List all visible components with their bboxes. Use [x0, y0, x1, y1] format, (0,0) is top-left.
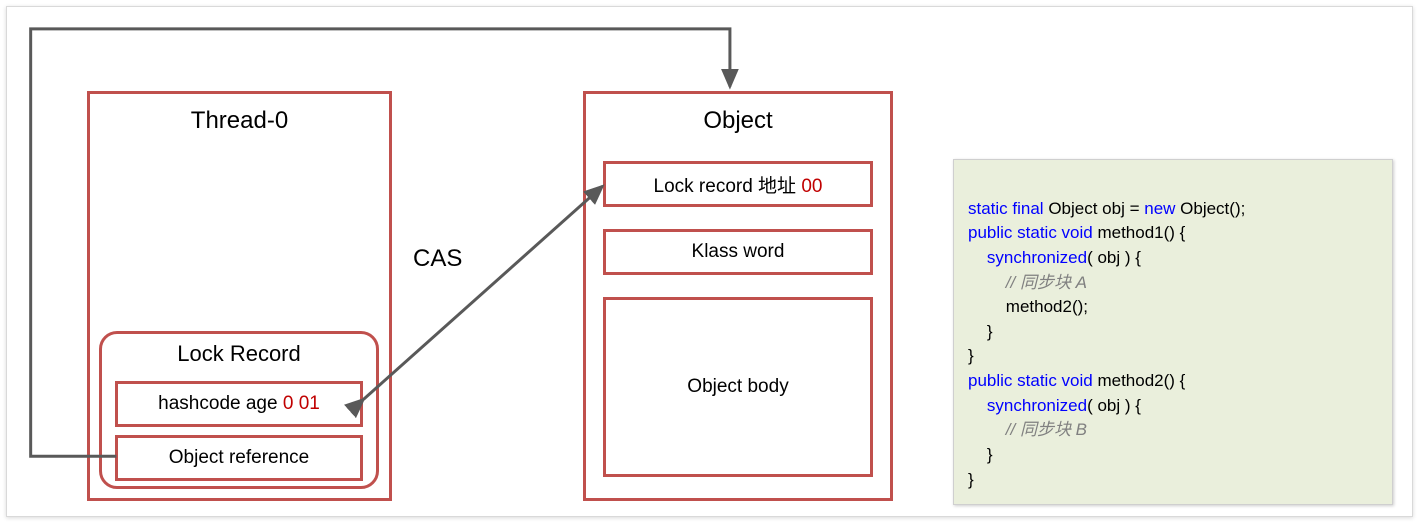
comment-b: // 同步块 B — [968, 420, 1087, 439]
lockrec-red: 00 — [801, 176, 822, 197]
code-panel: static final Object obj = new Object(); … — [953, 159, 1393, 505]
cas-label: CAS — [413, 245, 462, 273]
txt-obj-end: Object(); — [1175, 199, 1245, 218]
txt-obj-decl: Object obj = — [1044, 199, 1145, 218]
kw-static-final: static final — [968, 199, 1044, 218]
hashcode-cell: hashcode age 0 01 — [115, 381, 363, 427]
close2: } — [968, 346, 974, 365]
cas-arrow — [363, 186, 602, 399]
object-body-cell: Object body — [603, 297, 873, 477]
txt-method1: method1() { — [1093, 223, 1186, 242]
kw-sync2: synchronized — [987, 396, 1087, 415]
lock-record-title: Lock Record — [99, 341, 379, 367]
txt-method2-call: method2(); — [968, 297, 1088, 316]
indent1 — [968, 248, 987, 267]
close4: } — [968, 470, 974, 489]
lock-record-addr-cell: Lock record 地址 00 — [603, 161, 873, 207]
txt-sync2: ( obj ) { — [1087, 396, 1141, 415]
object-title: Object — [583, 107, 893, 135]
kw-psv1: public static void — [968, 223, 1093, 242]
indent2 — [968, 396, 987, 415]
kw-new: new — [1144, 199, 1175, 218]
comment-a: // 同步块 A — [968, 273, 1087, 292]
diagram-canvas: Thread-0 Lock Record hashcode age 0 01 O… — [6, 6, 1413, 517]
object-reference-cell: Object reference — [115, 435, 363, 481]
lockrec-prefix: Lock record 地址 — [654, 176, 802, 197]
hashcode-red: 0 01 — [283, 393, 320, 414]
kw-sync1: synchronized — [987, 248, 1087, 267]
hashcode-prefix: hashcode age — [158, 393, 283, 414]
kw-psv2: public static void — [968, 371, 1093, 390]
hashcode-text: hashcode age 0 01 — [158, 393, 320, 415]
txt-sync1: ( obj ) { — [1087, 248, 1141, 267]
lock-record-addr-text: Lock record 地址 00 — [654, 171, 823, 198]
txt-method2: method2() { — [1093, 371, 1186, 390]
close3: } — [968, 445, 993, 464]
close1: } — [968, 322, 993, 341]
klass-word-cell: Klass word — [603, 229, 873, 275]
thread-title: Thread-0 — [87, 107, 392, 135]
